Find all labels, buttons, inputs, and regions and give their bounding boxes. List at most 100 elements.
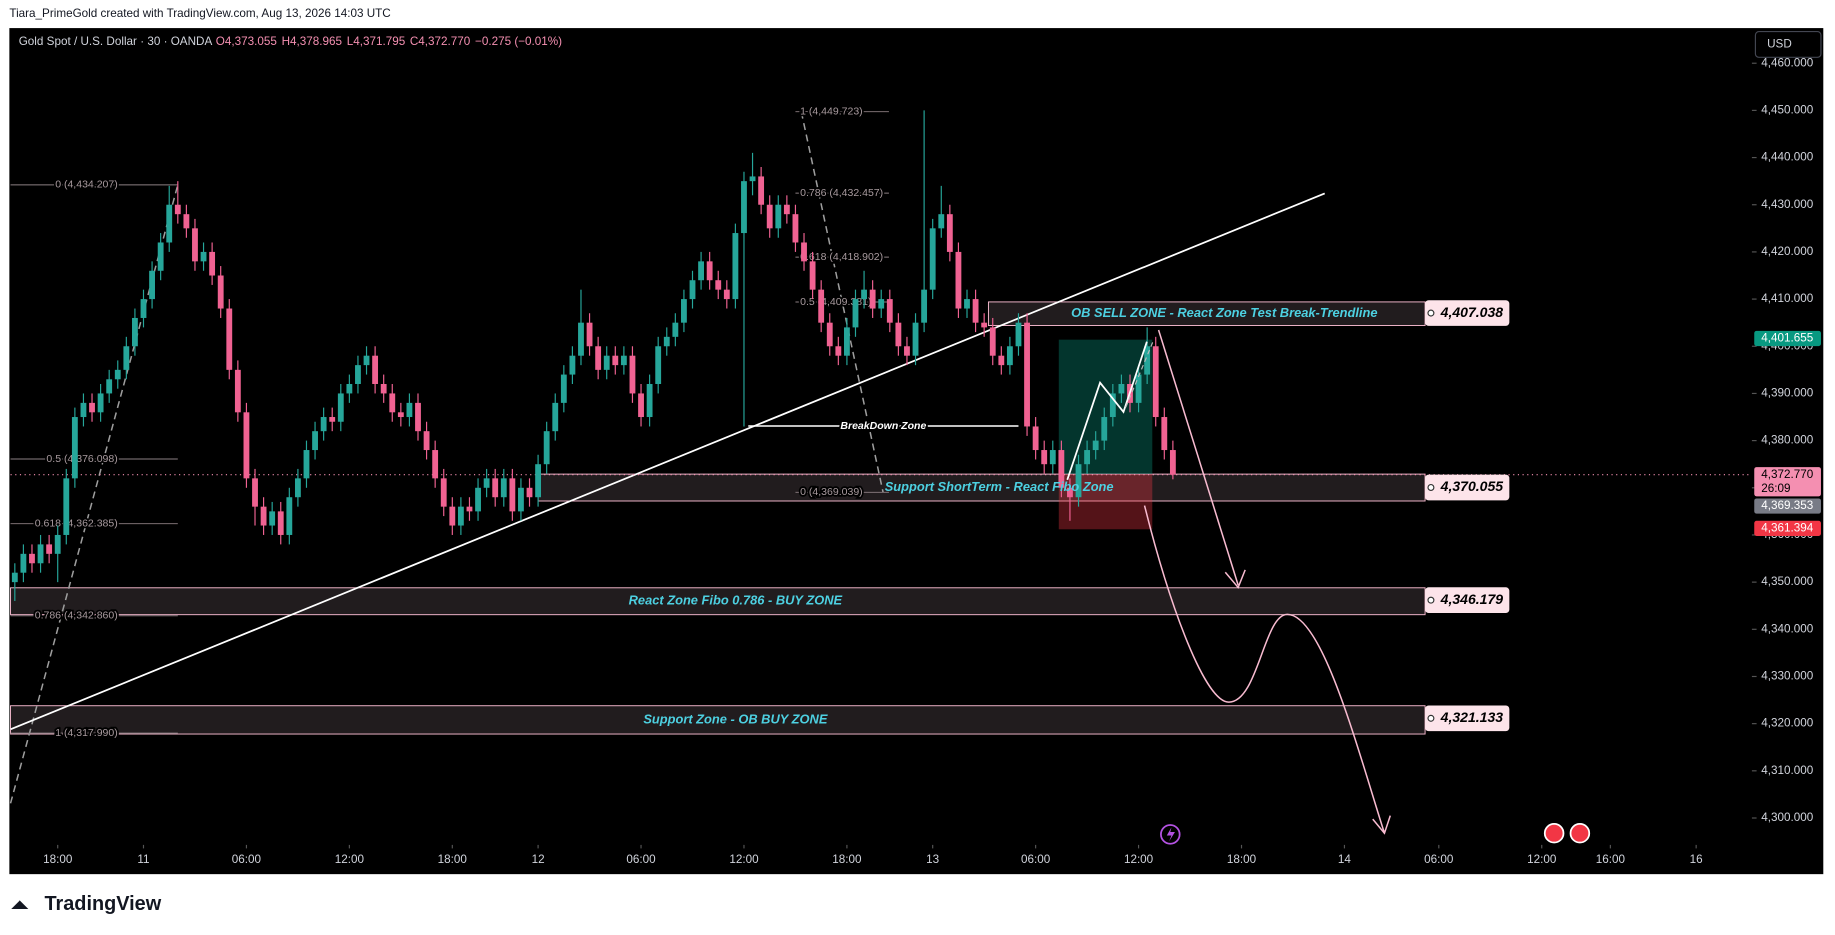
x-tick-label: 12:00 — [335, 853, 365, 866]
x-tick-label: 12:00 — [729, 853, 759, 866]
stop-area — [1058, 474, 1153, 530]
price-label: 4,401.655 — [1761, 332, 1813, 345]
y-tick-label: 4,320.000 — [1761, 717, 1813, 730]
zone-handle — [1427, 309, 1435, 317]
candle-body — [1169, 450, 1176, 475]
zone-price: 4,370.055 — [1440, 478, 1504, 494]
event-icon[interactable] — [1160, 824, 1181, 845]
candle-body — [835, 346, 842, 356]
candle-body — [123, 346, 130, 370]
y-tick-label: 4,390.000 — [1761, 387, 1813, 400]
candle-body — [921, 289, 928, 323]
candle-body — [586, 322, 593, 347]
candle-body — [801, 242, 807, 262]
zone-price: 4,407.038 — [1440, 304, 1504, 320]
candle-body — [929, 228, 936, 290]
candle-body — [492, 478, 499, 498]
candle-body — [46, 544, 53, 554]
candle-body — [878, 299, 885, 309]
arrow-head — [1224, 569, 1246, 589]
price-label-box — [1754, 498, 1821, 514]
candle-body — [432, 450, 439, 479]
candles — [11, 110, 1176, 602]
candle-body — [415, 402, 421, 432]
candle-body — [698, 261, 704, 281]
candle-body — [466, 506, 473, 512]
candle-body — [595, 346, 602, 370]
x-tick-label: 18:00 — [438, 853, 468, 866]
attribution: Tiara_PrimeGold created with TradingView… — [9, 7, 390, 20]
candle-body — [286, 497, 293, 535]
fib-diagonal — [9, 184, 179, 804]
candle-body — [209, 251, 216, 276]
ohlc: H4,378.965 — [282, 35, 343, 48]
x-tick-label: 12:00 — [1527, 853, 1557, 866]
candle-body — [500, 478, 507, 498]
fib-label: 0.786 (4,342.860) — [35, 610, 118, 622]
candle-body — [518, 487, 524, 512]
fib-label: 0 (4,369.039) — [800, 486, 863, 498]
candle-body — [1032, 426, 1039, 451]
price-label: 4,369.353 — [1761, 499, 1813, 512]
flag-icon[interactable] — [1569, 822, 1591, 844]
candle-body — [603, 355, 610, 370]
candle-body — [260, 506, 267, 526]
fib-label: 0.5 (4,409.381) — [800, 296, 871, 308]
price-label: 4,372.770 — [1761, 468, 1813, 481]
candle-body — [998, 355, 1005, 366]
candle-body — [140, 299, 147, 318]
zone-price-box — [1425, 300, 1510, 326]
candle-body — [843, 327, 850, 356]
candle-body — [166, 204, 173, 243]
candle-body — [1161, 417, 1168, 451]
candle-body — [106, 379, 113, 394]
candle-body — [80, 402, 87, 418]
candle-body — [638, 393, 644, 418]
currency-button[interactable] — [1754, 31, 1822, 58]
candle-body — [29, 553, 35, 564]
candle-body — [826, 322, 833, 347]
change: −0.275 (−0.01%) — [475, 35, 562, 48]
candle-body — [1058, 450, 1065, 488]
candle-body — [294, 478, 301, 498]
candle-body — [526, 487, 533, 498]
drawings: 0 (4,434.207) 0.5 (4,376.098) 0.618 (4,362… — [9, 104, 1752, 804]
logo: TradingView — [44, 893, 161, 915]
x-tick-label: 06:00 — [1021, 853, 1051, 866]
candle-body — [964, 299, 970, 309]
x-tick-label: 11 — [137, 853, 149, 866]
candle-body — [783, 204, 790, 215]
zone-label: Support ShortTerm - React Fibo Zone — [885, 479, 1114, 494]
candle-body — [54, 534, 61, 554]
x-tick-label: 12:00 — [1124, 853, 1154, 866]
target-area — [1058, 339, 1153, 475]
candle-body — [389, 393, 396, 413]
candle-body — [989, 327, 996, 356]
candle-body — [809, 261, 816, 290]
y-tick-label: 4,430.000 — [1761, 198, 1813, 211]
y-tick-label: 4,330.000 — [1761, 670, 1813, 683]
y-tick-label: 4,340.000 — [1761, 622, 1813, 635]
zone-price-box — [1425, 474, 1510, 501]
candle-body — [766, 204, 773, 229]
candle-body — [792, 214, 799, 243]
annotations: USD Gold Spot / U.S. Dollar · 30 · OANDA… — [11, 31, 1822, 915]
x-tick-label: 18:00 — [43, 853, 73, 866]
candle-body — [972, 299, 979, 323]
y-tick-label: 4,300.000 — [1761, 811, 1813, 824]
currency: USD — [1767, 38, 1792, 51]
x-tick-label: 16 — [1690, 853, 1703, 866]
candle-body — [1092, 440, 1099, 451]
candle-body — [715, 280, 722, 290]
candle-body — [1067, 487, 1073, 498]
candle-body — [560, 374, 567, 403]
countdown: 26:09 — [1761, 482, 1790, 495]
zone-handle — [1427, 596, 1435, 604]
candle-body — [723, 289, 730, 300]
candle-body — [1118, 384, 1125, 394]
flag-icon[interactable] — [1543, 822, 1565, 844]
candle-body — [1135, 374, 1142, 403]
candle-body — [681, 299, 687, 323]
x-tick-label: 18:00 — [1227, 853, 1257, 866]
candle-body — [200, 251, 207, 262]
